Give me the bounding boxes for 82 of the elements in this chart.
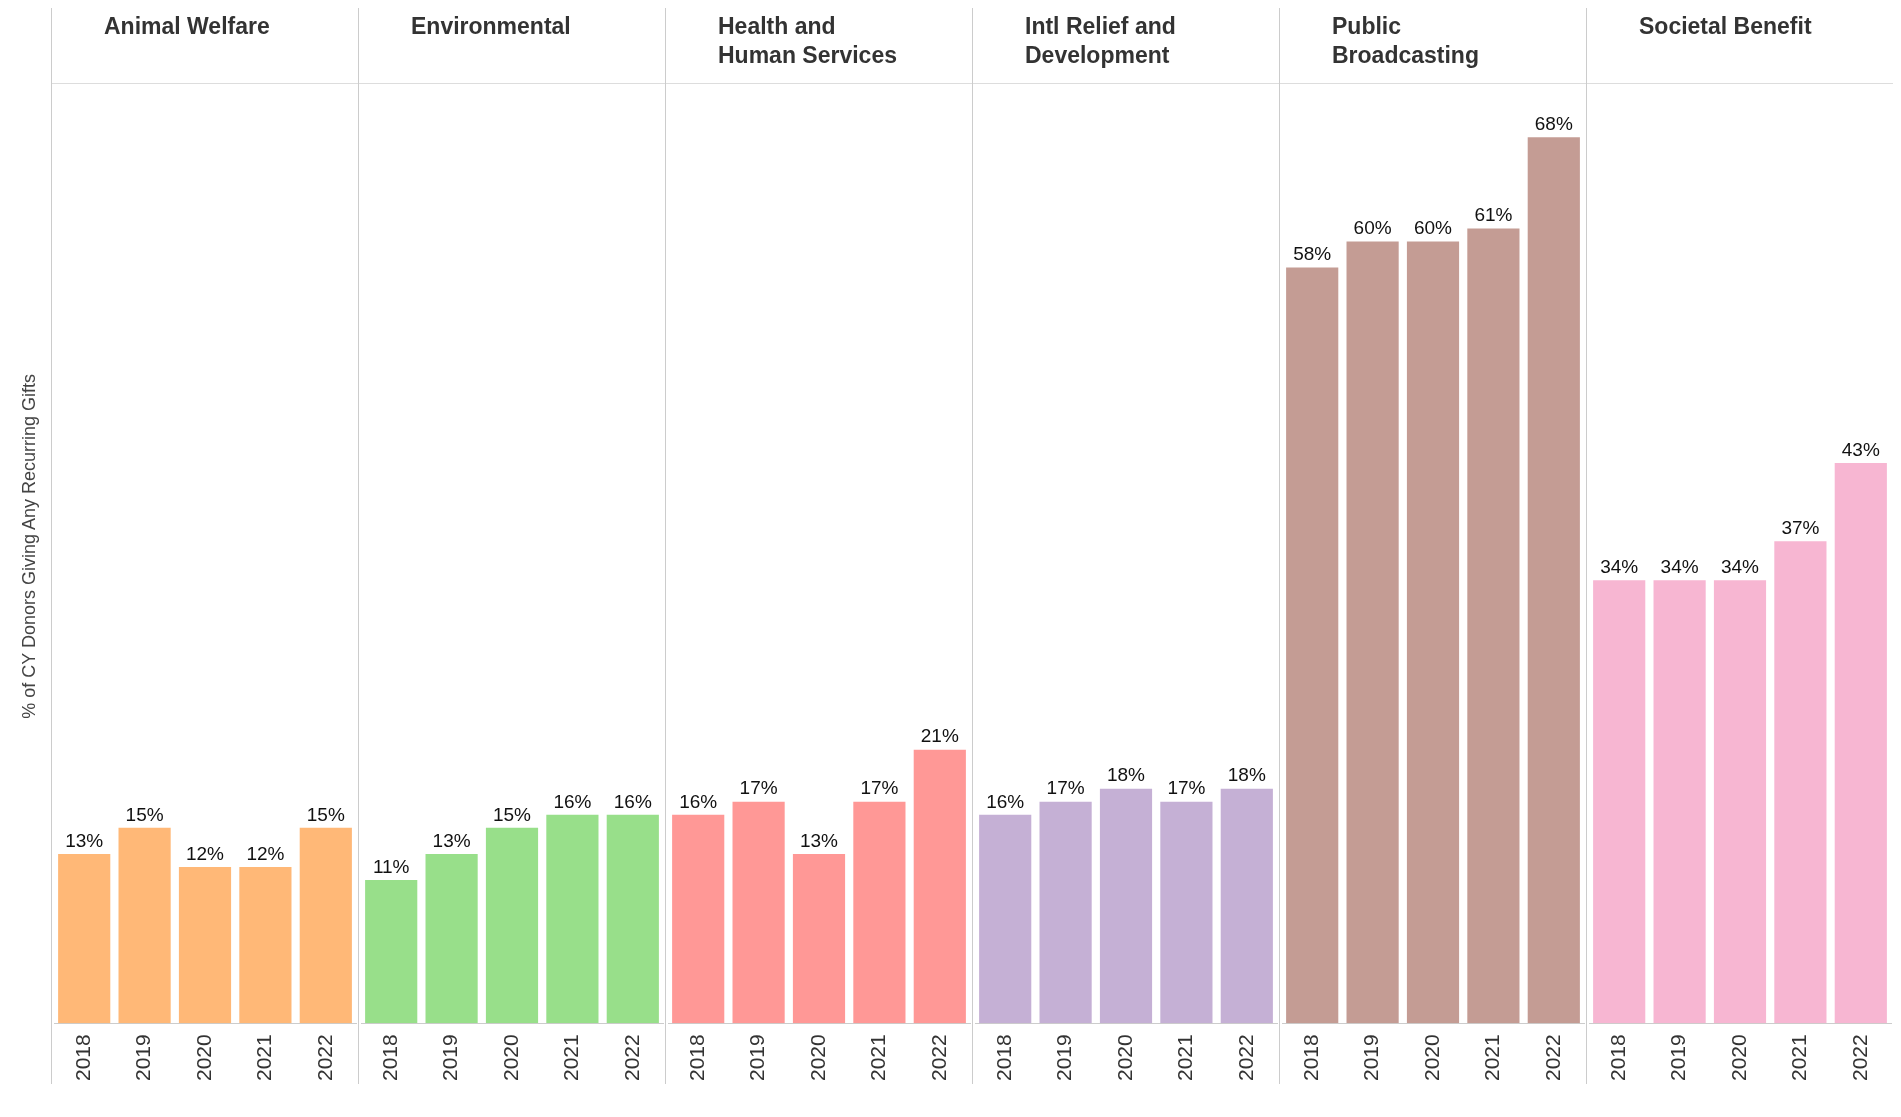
bar <box>672 814 725 1024</box>
data-label: 34% <box>1660 555 1699 577</box>
chart-title: Societal Benefit <box>1639 12 1813 41</box>
x-tick-label: 2021 <box>866 1034 890 1081</box>
data-label: 17% <box>739 777 778 799</box>
chart-title: Environmental <box>411 12 572 41</box>
data-label: 34% <box>1720 555 1760 577</box>
bar <box>1346 241 1399 1024</box>
bar <box>732 801 785 1024</box>
data-label: 16% <box>679 790 718 812</box>
x-tick-label: 2022 <box>1847 1034 1871 1081</box>
data-label: 12% <box>185 842 225 864</box>
x-tick-label: 2020 <box>498 1034 522 1081</box>
x-tick-label: 2019 <box>745 1034 769 1081</box>
x-tick-label: 2020 <box>1419 1034 1443 1081</box>
bar <box>792 853 846 1024</box>
x-tick-label: 2018 <box>992 1034 1015 1081</box>
x-tick-label: 2020 <box>1726 1034 1750 1081</box>
bar <box>913 749 966 1024</box>
bar <box>606 814 659 1024</box>
data-label: 43% <box>1841 438 1880 460</box>
x-tick-label: 2021 <box>559 1034 583 1081</box>
x-tick-label: 2019 <box>1359 1034 1383 1081</box>
x-tick-label: 2022 <box>619 1034 643 1081</box>
x-tick-label: 2021 <box>252 1034 276 1081</box>
bar <box>485 827 539 1024</box>
x-tick-label: 2021 <box>1173 1034 1197 1081</box>
data-label: 13% <box>799 829 839 851</box>
x-tick-label: 2018 <box>71 1034 94 1081</box>
x-tick-label: 2018 <box>685 1034 708 1081</box>
data-label: 60% <box>1353 217 1392 239</box>
x-tick-label: 2018 <box>1299 1034 1322 1081</box>
data-label: 13% <box>65 829 104 851</box>
bar <box>1527 137 1580 1024</box>
data-label: 34% <box>1600 555 1639 577</box>
x-tick-label: 2022 <box>926 1034 950 1081</box>
x-tick-label: 2021 <box>1787 1034 1811 1081</box>
data-label: 16% <box>613 790 652 812</box>
x-tick-label: 2022 <box>1540 1034 1564 1081</box>
data-label: 61% <box>1474 204 1513 226</box>
data-label: 13% <box>432 829 471 851</box>
data-label: 18% <box>1227 764 1266 786</box>
bar <box>1467 228 1520 1024</box>
x-tick-label: 2019 <box>1666 1034 1690 1081</box>
chart-title: Health and Human Services <box>718 12 898 70</box>
x-tick-label: 2019 <box>131 1034 155 1081</box>
data-label: 15% <box>125 803 164 825</box>
bar <box>1406 241 1460 1024</box>
data-label: 60% <box>1413 217 1453 239</box>
data-label: 16% <box>553 790 592 812</box>
x-tick-label: 2020 <box>805 1034 829 1081</box>
data-label: 37% <box>1781 516 1820 538</box>
x-tick-label: 2021 <box>1480 1034 1504 1081</box>
data-label: 17% <box>860 777 899 799</box>
bar <box>1286 267 1339 1024</box>
data-label: 68% <box>1534 112 1573 134</box>
data-label: 16% <box>986 790 1025 812</box>
x-tick-label: 2018 <box>378 1034 401 1081</box>
chart-title: Animal Welfare <box>104 12 271 41</box>
bar <box>425 853 478 1024</box>
x-tick-label: 2020 <box>1112 1034 1136 1081</box>
data-label: 12% <box>246 842 285 864</box>
data-label: 21% <box>920 725 959 747</box>
x-tick-label: 2018 <box>1606 1034 1629 1081</box>
bar <box>853 801 906 1024</box>
chart-title: Public Broadcasting <box>1332 12 1480 70</box>
x-tick-label: 2022 <box>1233 1034 1257 1081</box>
data-label: 15% <box>492 803 532 825</box>
x-tick-label: 2019 <box>1052 1034 1076 1081</box>
data-label: 17% <box>1046 777 1085 799</box>
chart-title: Intl Relief and Development <box>1025 12 1177 70</box>
x-tick-label: 2022 <box>312 1034 336 1081</box>
data-label: 18% <box>1106 764 1146 786</box>
data-label: 58% <box>1293 243 1332 265</box>
bar <box>546 814 599 1024</box>
data-label: 11% <box>372 855 410 877</box>
x-tick-label: 2020 <box>191 1034 215 1081</box>
data-label: 15% <box>306 803 345 825</box>
y-axis-title: % of CY Donors Giving Any Recurring Gifts <box>19 373 40 719</box>
data-label: 17% <box>1167 777 1206 799</box>
bar <box>365 879 418 1024</box>
x-tick-label: 2019 <box>438 1034 462 1081</box>
